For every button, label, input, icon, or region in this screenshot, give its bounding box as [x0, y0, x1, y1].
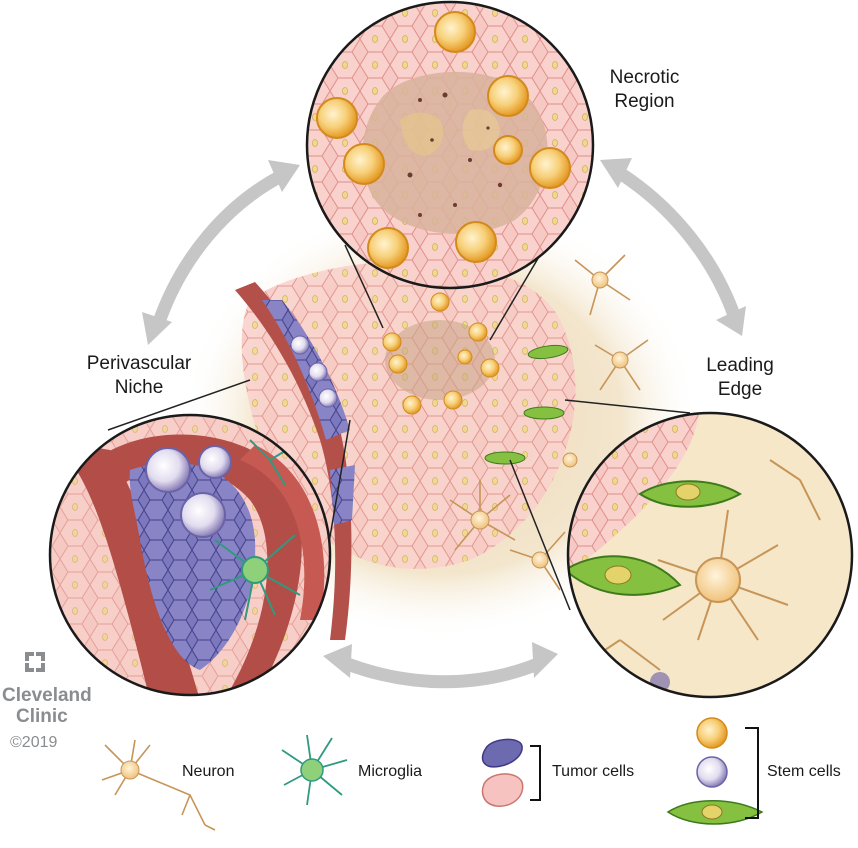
leading-edge-label-line1: Leading [706, 355, 774, 376]
legend-neuron-body-icon [120, 760, 140, 780]
cycle-arrows [142, 158, 746, 689]
leading-edge-magnified [566, 411, 854, 699]
central-blood-vessel [235, 282, 355, 640]
leading-edge-label: Leading Edge [680, 354, 800, 402]
leading-edge-label-line2: Edge [717, 379, 763, 400]
central-stem-cells [382, 292, 500, 415]
necrotic-label-line1: Necrotic [609, 67, 680, 88]
legend-microglia-icon [281, 734, 348, 806]
perivascular-label-line1: Perivascular [86, 353, 192, 374]
legend-stem-bracket [745, 727, 759, 819]
central-green-stem-cells [484, 344, 569, 465]
perivascular-niche-label: Perivascular Niche [64, 352, 214, 400]
legend-stem-orange-icon [696, 717, 728, 749]
brand-line2: Clinic [16, 706, 68, 727]
arrow-perivascular-necrotic [142, 160, 300, 345]
legend-tumor-purple-icon [481, 738, 523, 768]
cleveland-clinic-logo-icon [25, 652, 45, 672]
brand-line1: Cleveland [2, 685, 92, 706]
arrow-leading-edge-perivascular [323, 642, 558, 689]
necrotic-label-line2: Region [614, 91, 675, 112]
legend-tumor-pink-icon [481, 773, 524, 807]
legend-tumor-bracket [530, 745, 541, 801]
legend-microglia-label: Microglia [358, 763, 423, 780]
perivascular-niche-magnified [48, 413, 332, 697]
necrotic-region-magnified [305, 0, 595, 290]
legend-microglia-body-icon [300, 758, 324, 782]
legend-stem-purple-icon [696, 756, 728, 788]
legend-neuron-label: Neuron [182, 763, 235, 780]
central-neuron-bodies [470, 271, 629, 569]
arrow-necrotic-leading-edge [600, 158, 746, 336]
legend-stem-green-icon [666, 800, 764, 825]
legend-stem-cells-label: Stem cells [767, 763, 841, 780]
brand-name: Cleveland Clinic [2, 685, 92, 727]
legend-neuron-icon [101, 739, 216, 831]
necrotic-region-label: Necrotic Region [582, 66, 707, 114]
legend-tumor-cells-label: Tumor cells [552, 763, 635, 780]
perivascular-label-line2: Niche [114, 377, 164, 398]
copyright-text: ©2019 [10, 734, 58, 751]
